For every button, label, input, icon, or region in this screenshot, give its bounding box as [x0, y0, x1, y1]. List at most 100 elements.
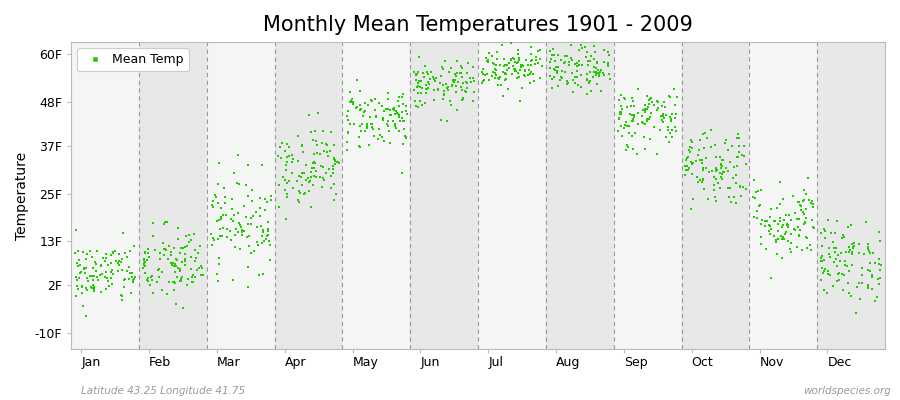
Bar	[207, 42, 274, 349]
Point	[709, 154, 724, 160]
Point	[685, 161, 699, 167]
Point	[87, 288, 102, 294]
Point	[465, 98, 480, 104]
Point	[479, 54, 493, 61]
Point	[448, 77, 463, 83]
Point	[316, 164, 330, 170]
Point	[459, 88, 473, 95]
Point	[155, 287, 169, 293]
Point	[619, 104, 634, 110]
Point	[175, 274, 189, 280]
Point	[678, 172, 692, 178]
Point	[795, 247, 809, 254]
Point	[814, 242, 829, 249]
Point	[557, 60, 572, 66]
Point	[368, 95, 382, 102]
Point	[448, 71, 463, 78]
Point	[224, 206, 238, 212]
Point	[262, 238, 276, 244]
Point	[764, 275, 778, 281]
Point	[157, 246, 171, 252]
Point	[574, 42, 589, 49]
Point	[508, 66, 522, 72]
Point	[340, 113, 355, 120]
Point	[358, 128, 373, 134]
Point	[493, 74, 508, 80]
Point	[631, 121, 645, 128]
Point	[831, 252, 845, 258]
Point	[211, 200, 225, 206]
Point	[428, 76, 442, 82]
Point	[626, 112, 640, 118]
Point	[796, 221, 811, 227]
Point	[396, 141, 410, 147]
Point	[168, 256, 183, 262]
Point	[642, 116, 656, 123]
Point	[828, 256, 842, 262]
Point	[231, 152, 246, 158]
Point	[426, 74, 440, 80]
Point	[458, 88, 473, 95]
Point	[716, 169, 730, 176]
Point	[441, 84, 455, 90]
Point	[721, 146, 735, 153]
Point	[213, 216, 228, 222]
Point	[601, 60, 616, 66]
Point	[428, 78, 442, 84]
Point	[715, 157, 729, 163]
Point	[439, 117, 454, 124]
Point	[857, 251, 871, 258]
Point	[830, 218, 844, 224]
Point	[836, 271, 850, 278]
Point	[106, 271, 121, 277]
Point	[544, 85, 559, 92]
Point	[319, 170, 333, 176]
Point	[696, 165, 710, 172]
Point	[274, 140, 289, 146]
Point	[721, 168, 735, 174]
Point	[587, 56, 601, 62]
Point	[382, 128, 396, 134]
Point	[637, 106, 652, 113]
Point	[697, 145, 711, 151]
Point	[778, 229, 793, 236]
Point	[491, 82, 505, 88]
Point	[219, 212, 233, 218]
Point	[250, 239, 265, 246]
Point	[392, 111, 406, 117]
Point	[656, 112, 670, 119]
Point	[252, 195, 266, 202]
Point	[427, 96, 441, 103]
Point	[109, 258, 123, 264]
Point	[658, 104, 672, 111]
Point	[327, 156, 341, 162]
Point	[583, 88, 598, 94]
Point	[498, 71, 512, 78]
Point	[480, 70, 494, 77]
Point	[830, 263, 844, 270]
Point	[799, 206, 814, 212]
Point	[178, 262, 193, 268]
Point	[433, 80, 447, 86]
Point	[714, 185, 728, 192]
Point	[797, 220, 812, 226]
Point	[570, 63, 584, 70]
Point	[508, 68, 523, 74]
Point	[873, 275, 887, 281]
Point	[377, 108, 392, 115]
Point	[242, 243, 256, 249]
Point	[618, 119, 633, 125]
Point	[814, 277, 828, 284]
Point	[244, 221, 258, 228]
Point	[852, 280, 867, 286]
Bar	[71, 42, 139, 349]
Point	[572, 62, 586, 69]
Point	[512, 57, 526, 64]
Point	[364, 97, 379, 103]
Point	[220, 234, 234, 240]
Point	[84, 284, 98, 291]
Point	[263, 257, 277, 263]
Point	[550, 70, 564, 76]
Point	[654, 102, 669, 109]
Point	[158, 220, 172, 227]
